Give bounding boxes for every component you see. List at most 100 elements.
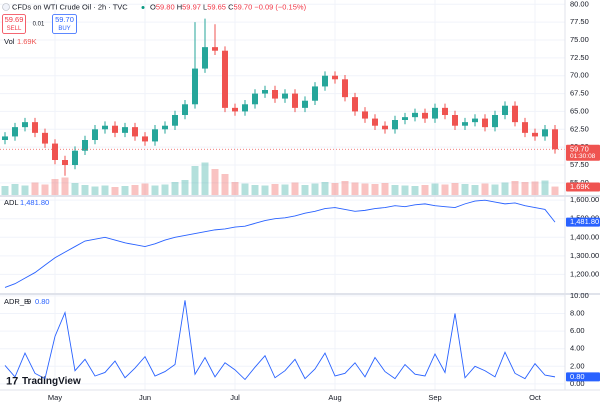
- y-tick-label: 0.00: [570, 379, 585, 388]
- volume-bar: [481, 183, 489, 195]
- x-tick-label: May: [48, 393, 62, 402]
- symbol-icon: [2, 3, 10, 11]
- candle-body: [322, 75, 328, 87]
- y-tick-label: 1,600.00: [570, 195, 599, 204]
- volume-bar: [361, 183, 369, 195]
- candle-body: [52, 143, 58, 160]
- volume-bar: [251, 185, 259, 195]
- ohlc-key: L: [203, 2, 207, 11]
- volume-bar: [241, 183, 249, 195]
- indicator-line: [4, 300, 556, 381]
- volume-bar: [461, 184, 469, 195]
- candle-body: [412, 112, 418, 118]
- x-tick-label: Oct: [529, 393, 542, 402]
- candle-body: [552, 129, 558, 150]
- volume-legend-name: Vol: [4, 37, 15, 46]
- candle-body: [442, 107, 448, 115]
- volume-bar: [401, 185, 409, 195]
- buy-button[interactable]: [52, 14, 77, 34]
- candle-body: [532, 132, 538, 137]
- candle-body: [432, 107, 438, 119]
- ohlc-change: −0.09 (−0.15%): [254, 2, 306, 11]
- volume-bar: [491, 184, 499, 195]
- volume-bar: [471, 185, 479, 195]
- y-tick-label: 8.00: [570, 308, 585, 317]
- legend: CFDs on WTI Crude Oil · 2h · TVC O59.80 …: [2, 2, 307, 387]
- adl-legend-value: 1,481.80: [20, 198, 49, 207]
- y-tick-label: 1,400.00: [570, 232, 599, 241]
- x-tick-label: Sep: [428, 393, 441, 402]
- candle-body: [422, 112, 428, 119]
- volume-bar: [151, 185, 159, 195]
- volume-bar: [81, 185, 89, 195]
- volume-bar: [371, 184, 379, 195]
- adl-legend-name: ADL: [4, 198, 19, 207]
- sell-button[interactable]: [2, 14, 26, 34]
- candle-body: [382, 125, 388, 130]
- adr-legend-param: 9: [27, 297, 31, 306]
- candle-body: [522, 122, 528, 133]
- volume-bar: [231, 182, 239, 195]
- y-tick-label: 62.50: [570, 124, 589, 133]
- candle-body: [82, 140, 88, 151]
- symbol-title: CFDs on WTI Crude Oil · 2h · TVC: [12, 2, 128, 11]
- volume-bar: [1, 186, 9, 195]
- candle-body: [362, 111, 368, 119]
- candle-body: [472, 118, 478, 123]
- y-tick-label: 75.00: [570, 35, 589, 44]
- candle-body: [482, 118, 488, 128]
- y-tick-label: 67.50: [570, 89, 589, 98]
- volume-bar: [221, 174, 229, 195]
- candle-body: [112, 125, 118, 133]
- candle-body: [72, 150, 78, 165]
- y-tick-label: 6.00: [570, 326, 585, 335]
- y-tick-label: 80.00: [570, 0, 589, 8]
- candle-body: [492, 115, 498, 128]
- x-tick-label: Jul: [230, 393, 240, 402]
- volume-bar: [51, 179, 59, 195]
- y-tick-label: 2.00: [570, 361, 585, 370]
- volume-bar: [451, 183, 459, 195]
- y-tick-label: 77.50: [570, 17, 589, 26]
- volume-bar: [341, 181, 349, 195]
- volume-bar: [551, 186, 559, 195]
- volume-bar: [391, 185, 399, 195]
- candle-body: [312, 86, 318, 101]
- y-tick-label: 70.00: [570, 71, 589, 80]
- volume-bar: [191, 166, 199, 195]
- candle-body: [502, 105, 508, 115]
- candle-body: [92, 129, 98, 140]
- candle-body: [152, 129, 158, 142]
- volume-bar: [211, 169, 219, 195]
- candle-body: [392, 120, 398, 130]
- grid: [0, 0, 565, 390]
- ohlc-value: 59.80: [156, 2, 175, 11]
- candle-body: [32, 122, 38, 133]
- volume-bar: [131, 185, 139, 195]
- volume-bar: [501, 182, 509, 195]
- candle-body: [272, 90, 278, 99]
- y-tick-label: 57.50: [570, 160, 589, 169]
- market-status: [141, 6, 145, 9]
- candle-body: [542, 129, 548, 137]
- volume-bar: [41, 184, 49, 195]
- volume-bar: [101, 185, 109, 195]
- volume-bar: [351, 182, 359, 195]
- candle-body: [222, 50, 228, 108]
- indicator-value-tag: 0.80: [570, 372, 585, 381]
- indicator-value-tag-bg: [566, 372, 600, 382]
- volume-bar: [311, 183, 319, 195]
- candle-body: [352, 97, 358, 112]
- last-price-tag-bg: [566, 144, 600, 161]
- candle-body: [332, 75, 338, 80]
- y-tick-label: 10.00: [570, 291, 589, 300]
- volume-bar: [201, 162, 209, 195]
- volume-bar: [431, 183, 439, 195]
- volume-bar: [21, 185, 29, 195]
- y-tick-label: 55.00: [570, 178, 589, 187]
- buy-price: 59.70: [55, 15, 74, 24]
- x-tick-label: Jun: [139, 393, 151, 402]
- adr-legend-value: 0.80: [35, 297, 50, 306]
- candle-body: [142, 136, 148, 142]
